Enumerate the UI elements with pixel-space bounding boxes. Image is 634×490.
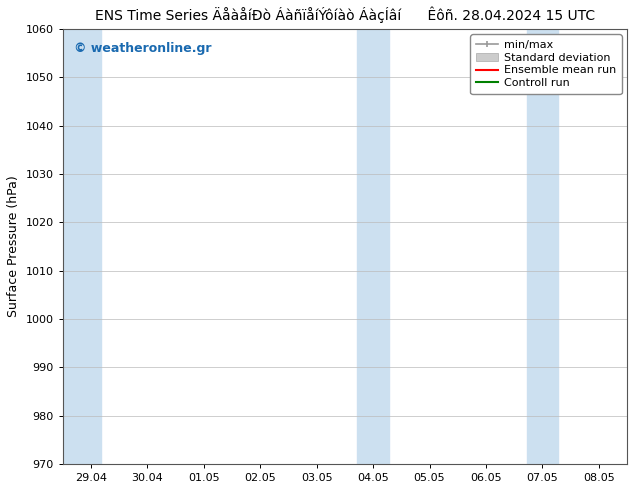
Text: © weatheronline.gr: © weatheronline.gr [74,42,212,55]
Legend: min/max, Standard deviation, Ensemble mean run, Controll run: min/max, Standard deviation, Ensemble me… [470,34,621,94]
Y-axis label: Surface Pressure (hPa): Surface Pressure (hPa) [7,175,20,318]
Bar [63,29,101,464]
Title: ENS Time Series ÄåàåíÐò ÁàñïåíÝôíàò ÁàçÍâí      Êôñ. 28.04.2024 15 UTC: ENS Time Series ÄåàåíÐò ÁàñïåíÝôíàò ÁàçÍ… [95,7,595,24]
Bar [527,29,558,464]
Bar [358,29,389,464]
